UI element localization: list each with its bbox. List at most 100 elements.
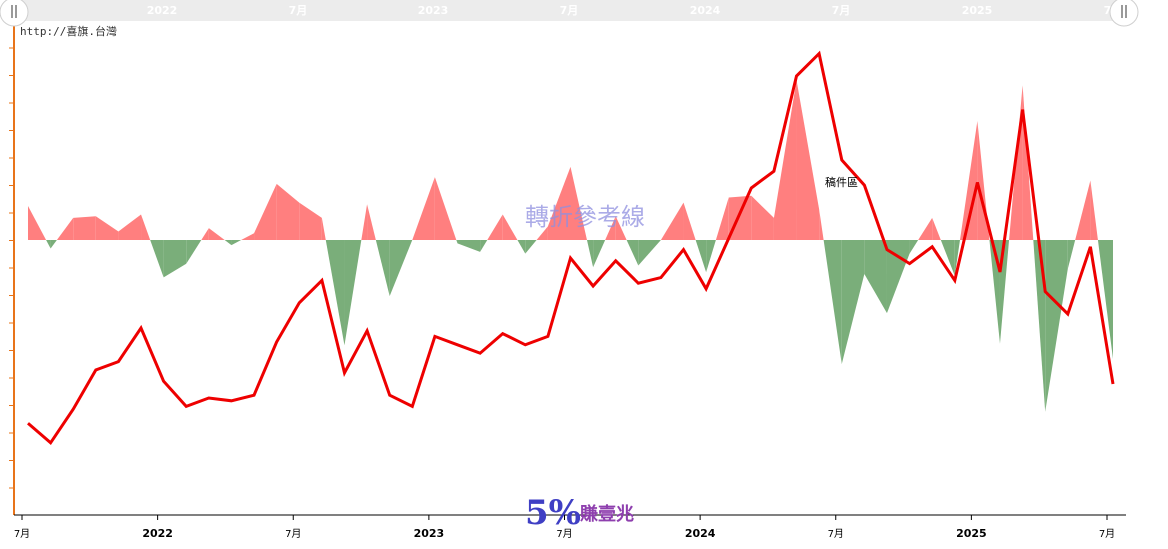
positive-area-segment [28, 206, 47, 240]
negative-area-segment [1067, 240, 1076, 269]
navigator-left-handle[interactable] [0, 0, 29, 27]
positive-area-segment [141, 214, 151, 240]
positive-area-segment [715, 197, 729, 240]
positive-area-segment [977, 121, 990, 240]
negative-area-segment [480, 240, 488, 252]
positive-area-segment [95, 216, 119, 240]
negative-area-segment [186, 240, 202, 264]
logo-number: 5% [525, 493, 581, 533]
x-tick-label: 2025 [956, 527, 987, 540]
navigator-track[interactable] [14, 0, 1126, 21]
y-axis-ticks [9, 47, 14, 489]
positive-area-segment [254, 183, 277, 240]
negative-area-segment [457, 240, 481, 252]
positive-area-segment [502, 214, 518, 240]
positive-area-segment [615, 216, 627, 240]
positive-area-segment [367, 204, 376, 240]
negative-area-segment [1097, 240, 1113, 359]
positive-area-segment [299, 202, 322, 240]
negative-area-segment [886, 240, 910, 314]
negative-area-segment [325, 240, 345, 346]
negative-area-segment [456, 240, 458, 244]
negative-area-segment [864, 240, 887, 314]
positive-area-segment [73, 216, 96, 240]
logo-text: 賺壹兆 [580, 503, 634, 525]
navigator-label: 2023 [418, 4, 449, 17]
positive-area-segment [536, 226, 548, 240]
negative-area-segment [389, 240, 413, 297]
negative-area-segment [940, 240, 955, 276]
positive-area-segment [434, 177, 457, 240]
price-line-series [27, 50, 1115, 446]
positive-area-segment [56, 217, 74, 240]
negative-area-segment [823, 240, 842, 365]
navigator-label: 2025 [962, 4, 993, 17]
positive-area-segment [361, 204, 368, 240]
negative-area-segment [231, 240, 242, 246]
positive-area-segment [918, 217, 933, 240]
annotation-label: 稿件區 [825, 175, 858, 189]
navigator-right-handle[interactable] [1109, 0, 1139, 27]
positive-area-segment [208, 228, 225, 240]
positive-area-segment [796, 80, 820, 240]
navigator-label: 7月 [560, 4, 579, 17]
positive-area-segment [276, 183, 300, 240]
positive-area-segment [241, 233, 255, 240]
x-tick-label: 2024 [685, 527, 716, 540]
source-url: http://喜旗.台灣 [20, 24, 117, 38]
negative-area-segment [344, 240, 362, 346]
negative-area-segment [695, 240, 707, 273]
x-tick-label: 2022 [142, 527, 173, 540]
navigator-label: 7月 [289, 4, 308, 17]
negative-area-segment [517, 240, 526, 254]
positive-area-segment [412, 177, 435, 240]
navigator-label: 2022 [147, 4, 178, 17]
negative-area-segment [626, 240, 639, 266]
negative-area-segment [706, 240, 716, 273]
positive-area-segment [201, 228, 209, 240]
negative-area-segment [46, 240, 51, 249]
negative-area-segment [586, 240, 594, 268]
navigator-label: 7月 [832, 4, 851, 17]
x-tick-label: 7月 [285, 528, 301, 540]
positive-area-segment [487, 214, 503, 240]
positive-area-segment [932, 217, 941, 240]
negative-area-segment [150, 240, 164, 278]
negative-area-segment [224, 240, 232, 246]
positive-area-segment [773, 80, 797, 240]
watermark: 轉折參考線 [525, 203, 645, 231]
x-tick-label: 7月 [828, 528, 844, 540]
positive-area-segment [321, 217, 326, 240]
x-tick-label: 7月 [556, 528, 572, 540]
negative-area-segment [593, 240, 606, 268]
positive-area-segment [751, 195, 774, 240]
positive-area-segment [1075, 180, 1091, 240]
negative-area-segment [954, 240, 960, 276]
positive-area-segment [1022, 85, 1034, 240]
x-axis-ticks: 7月 2022 7月 2023 7月 2024 7月 2025 7月 [14, 515, 1115, 540]
positive-area-segment [819, 209, 824, 240]
negative-area-segment [841, 240, 865, 365]
positive-area-segment [547, 166, 571, 240]
deviation-area-series [28, 80, 1113, 412]
negative-area-segment [638, 240, 661, 266]
negative-area-segment [1045, 240, 1068, 412]
negative-area-segment [163, 240, 187, 278]
positive-area-segment [1090, 180, 1098, 240]
price-line [27, 50, 1115, 446]
navigator-label: 2024 [690, 4, 721, 17]
negative-area-segment [375, 240, 390, 297]
logo: 5% 賺壹兆 [525, 493, 634, 533]
x-tick-label: 7月 [14, 528, 30, 540]
positive-area-segment [683, 202, 696, 240]
negative-area-segment [50, 240, 57, 249]
positive-area-segment [570, 166, 587, 240]
negative-area-segment [1033, 240, 1046, 412]
positive-area-segment [959, 121, 978, 240]
positive-area-segment [660, 202, 684, 240]
negative-area-segment [909, 240, 919, 254]
positive-area-segment [118, 214, 142, 240]
negative-area-segment [525, 240, 537, 254]
